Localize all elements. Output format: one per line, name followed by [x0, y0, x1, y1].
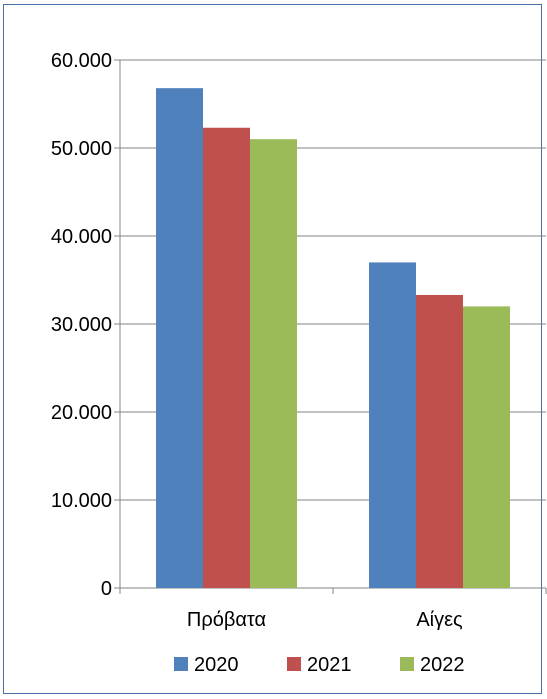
y-tick-label: 50.000 [51, 138, 112, 160]
y-tick-label: 20.000 [51, 402, 112, 424]
legend-swatch-2021 [287, 657, 301, 671]
y-tick-labels: 0 10.000 20.000 30.000 40.000 50.000 60.000 [51, 50, 112, 600]
y-tick-label: 60.000 [51, 50, 112, 72]
y-tick-label: 40.000 [51, 226, 112, 248]
legend-label-2020: 2020 [194, 654, 239, 676]
legend-swatch-2022 [400, 657, 414, 671]
bar-2020-2 [369, 262, 416, 588]
legend-label-2022: 2022 [420, 654, 465, 676]
bar-2022-1 [250, 139, 297, 588]
bar-2020-1 [156, 88, 203, 588]
y-tick-label: 0 [101, 578, 112, 600]
legend-label-2021: 2021 [307, 654, 352, 676]
y-tick-label: 30.000 [51, 314, 112, 336]
bar-2021-1 [203, 127, 250, 588]
category-label: Πρόβατα [187, 609, 266, 631]
bars [156, 88, 510, 588]
bar-2022-2 [463, 306, 510, 588]
legend: 2020 2021 2022 [174, 654, 465, 676]
legend-swatch-2020 [174, 657, 188, 671]
bar-2021-2 [416, 294, 463, 588]
category-labels: Πρόβατα Αίγες [187, 609, 463, 631]
y-tick-label: 10.000 [51, 490, 112, 512]
category-label: Αίγες [416, 609, 463, 631]
